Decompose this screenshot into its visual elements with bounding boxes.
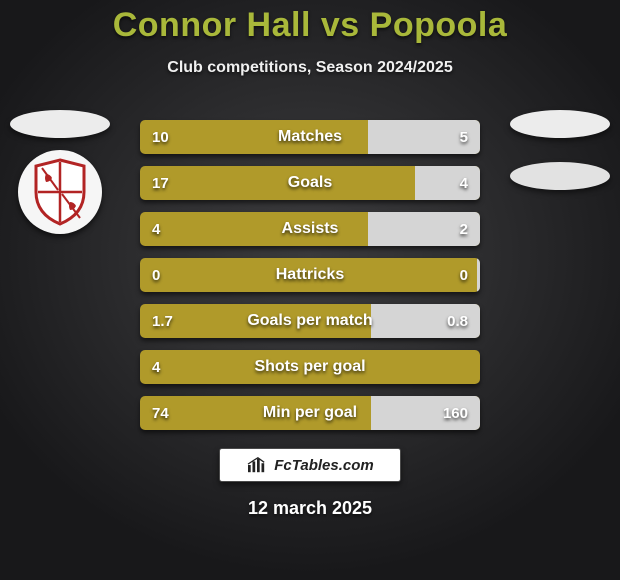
- page-title: Connor Hall vs Popoola: [0, 0, 620, 45]
- placeholder-oval-icon: [510, 110, 610, 138]
- site-badge: FcTables.com: [219, 448, 401, 482]
- placeholder-oval-icon: [510, 162, 610, 190]
- stat-row: 0Hattricks0: [140, 258, 480, 292]
- subtitle: Club competitions, Season 2024/2025: [0, 59, 620, 77]
- comparison-bars: 10Matches517Goals44Assists20Hattricks01.…: [140, 120, 480, 442]
- stat-label: Assists: [140, 212, 480, 246]
- club-crest-icon: [18, 150, 102, 234]
- stat-right-value: 160: [443, 396, 468, 430]
- stat-row: 4Shots per goal: [140, 350, 480, 384]
- stat-row: 4Assists2: [140, 212, 480, 246]
- stat-right-value: 4: [460, 166, 468, 200]
- stat-right-value: 0.8: [447, 304, 468, 338]
- player-left-name: Connor Hall: [113, 6, 311, 44]
- placeholder-oval-icon: [10, 110, 110, 138]
- stat-right-value: 2: [460, 212, 468, 246]
- stat-label: Goals: [140, 166, 480, 200]
- site-name: FcTables.com: [274, 457, 373, 474]
- stat-label: Min per goal: [140, 396, 480, 430]
- stat-right-value: 5: [460, 120, 468, 154]
- right-player-badge: [510, 110, 610, 270]
- date-text: 12 march 2025: [0, 498, 620, 519]
- left-player-badge: [10, 110, 110, 270]
- stat-label: Goals per match: [140, 304, 480, 338]
- stat-label: Matches: [140, 120, 480, 154]
- stat-right-value: 0: [460, 258, 468, 292]
- stat-row: 74Min per goal160: [140, 396, 480, 430]
- stat-label: Shots per goal: [140, 350, 480, 384]
- stat-row: 10Matches5: [140, 120, 480, 154]
- vs-text: vs: [321, 6, 360, 44]
- stat-label: Hattricks: [140, 258, 480, 292]
- player-right-name: Popoola: [370, 6, 508, 44]
- stat-row: 17Goals4: [140, 166, 480, 200]
- barchart-icon: [246, 456, 268, 474]
- stat-row: 1.7Goals per match0.8: [140, 304, 480, 338]
